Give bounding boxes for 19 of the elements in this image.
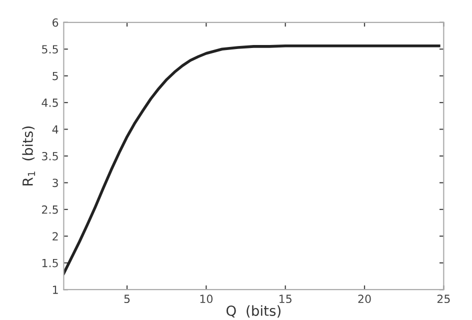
x-axis-title: Q (bits) [226,305,280,318]
y-tick-label: 4 [52,125,58,134]
y-tick-label: 6 [52,18,58,27]
y-tick-label: 3 [52,178,58,188]
x-tick-label: 10 [200,294,213,304]
y-tick-label: 2 [52,232,58,240]
x-tick-label: 25 [437,294,450,304]
y-axis-title: R$_{1}$ (bits) [22,126,36,186]
y-tick-label: 5 [52,72,58,80]
y-tick-label: 1.5 [42,259,58,268]
y-tick-label: 4.5 [42,98,58,107]
x-tick-label: 15 [280,294,292,304]
x-tick-label: 20 [358,294,371,304]
x-tick-label: 5 [124,294,130,304]
y-tick-label: 1 [53,286,58,294]
line-series [64,44,440,275]
y-tick-label: 2.5 [42,205,58,214]
y-tick-label: 5.5 [42,45,58,54]
y-tick-label: 3.5 [42,152,58,160]
